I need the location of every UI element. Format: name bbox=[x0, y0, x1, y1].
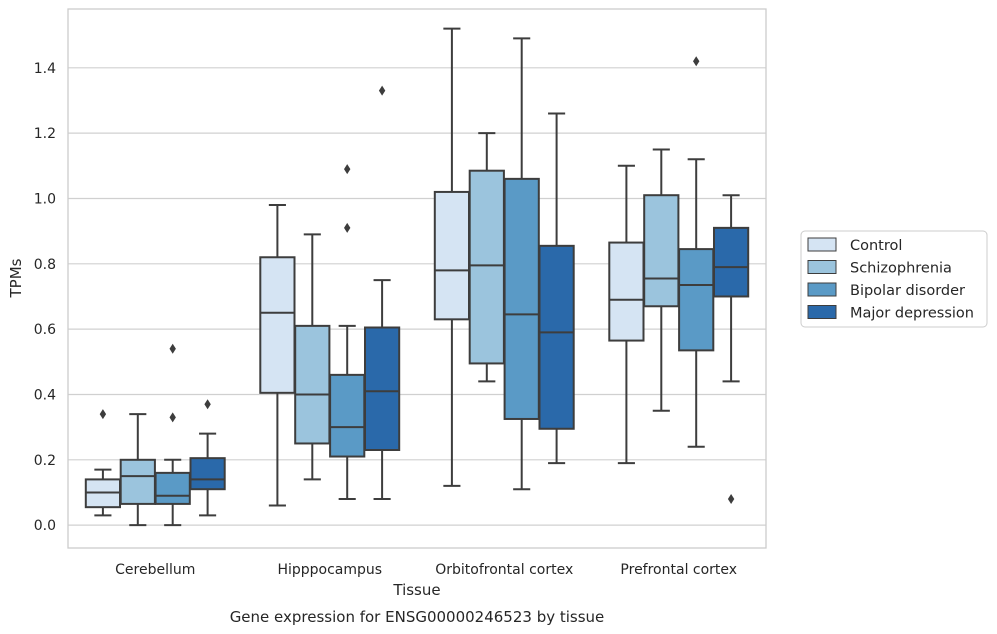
box-iqr bbox=[468, 169, 505, 365]
box-iqr bbox=[503, 177, 540, 420]
outlier-point bbox=[727, 494, 735, 504]
outlier-point bbox=[204, 399, 211, 410]
box-bipolar-disorder bbox=[678, 56, 715, 448]
box-iqr bbox=[119, 458, 156, 505]
box-major-depression bbox=[712, 194, 750, 504]
box-schizophrenia bbox=[119, 413, 156, 527]
legend-swatch bbox=[807, 260, 837, 274]
x-tick-label: Orbitofrontal cortex bbox=[435, 562, 573, 578]
y-tick-label: 1.2 bbox=[34, 126, 56, 142]
chart-caption: Gene expression for ENSG00000246523 by t… bbox=[230, 608, 605, 626]
legend-swatch bbox=[807, 305, 837, 319]
legend-frame bbox=[800, 230, 988, 328]
box-iqr bbox=[538, 244, 575, 430]
legend-swatch bbox=[807, 282, 837, 297]
x-axis-ticks: Cerebellum Hipppocampus Orbitofrontal cort… bbox=[115, 562, 737, 578]
box-schizophrenia bbox=[294, 233, 331, 481]
outlier-point bbox=[169, 343, 176, 354]
box-control bbox=[433, 27, 471, 487]
box-iqr bbox=[363, 326, 401, 451]
y-tick-label: 1.4 bbox=[34, 61, 56, 77]
y-tick-label: 0.6 bbox=[34, 322, 56, 338]
boxplots bbox=[84, 27, 750, 527]
legend: Control Schizophrenia Bipolar disorder Majo… bbox=[800, 230, 988, 328]
y-axis-title: TPMs bbox=[7, 258, 25, 298]
box-control bbox=[84, 409, 122, 517]
legend-label: Bipolar disorder bbox=[850, 283, 965, 299]
legend-label: Major depression bbox=[850, 306, 974, 322]
box-major-depression bbox=[538, 112, 575, 465]
box-iqr bbox=[678, 248, 715, 352]
y-tick-label: 0.8 bbox=[34, 257, 56, 273]
legend-swatch bbox=[807, 237, 837, 252]
outlier-point bbox=[344, 164, 351, 175]
legend-label: Schizophrenia bbox=[850, 261, 952, 277]
y-tick-label: 0.2 bbox=[34, 453, 56, 469]
box-schizophrenia bbox=[643, 148, 680, 412]
box-schizophrenia bbox=[468, 132, 505, 383]
box-iqr bbox=[329, 373, 366, 458]
box-bipolar-disorder bbox=[329, 164, 366, 500]
grid-lines bbox=[68, 67, 766, 526]
outlier-point bbox=[169, 412, 176, 423]
x-axis-title: Tissue bbox=[392, 581, 440, 599]
x-tick-label: Cerebellum bbox=[115, 562, 195, 578]
y-tick-label: 0.0 bbox=[34, 518, 56, 534]
box-major-depression bbox=[363, 85, 401, 500]
box-iqr bbox=[294, 324, 331, 445]
outlier-point bbox=[378, 85, 386, 96]
box-iqr bbox=[433, 190, 471, 321]
box-iqr bbox=[608, 241, 645, 342]
y-tick-label: 0.4 bbox=[34, 387, 56, 403]
box-major-depression bbox=[189, 399, 226, 517]
box-iqr bbox=[154, 471, 191, 505]
legend-label: Control bbox=[850, 238, 902, 254]
outlier-point bbox=[99, 409, 107, 420]
outlier-point bbox=[344, 222, 351, 233]
box-bipolar-disorder bbox=[503, 37, 540, 491]
box-control bbox=[259, 204, 296, 507]
box-control bbox=[608, 164, 645, 465]
y-tick-label: 1.0 bbox=[34, 191, 56, 207]
y-axis-ticks: 0.0 0.2 0.4 0.6 0.8 1.0 1.2 1.4 bbox=[34, 61, 56, 534]
box-iqr bbox=[643, 194, 680, 308]
x-tick-label: Hipppocampus bbox=[277, 562, 382, 578]
box-iqr bbox=[712, 226, 750, 298]
plot-frame bbox=[67, 8, 767, 549]
box-iqr bbox=[259, 256, 296, 394]
box-bipolar-disorder bbox=[154, 343, 191, 527]
x-tick-label: Prefrontal cortex bbox=[620, 562, 737, 578]
box-iqr bbox=[189, 457, 226, 491]
outlier-point bbox=[693, 56, 700, 67]
